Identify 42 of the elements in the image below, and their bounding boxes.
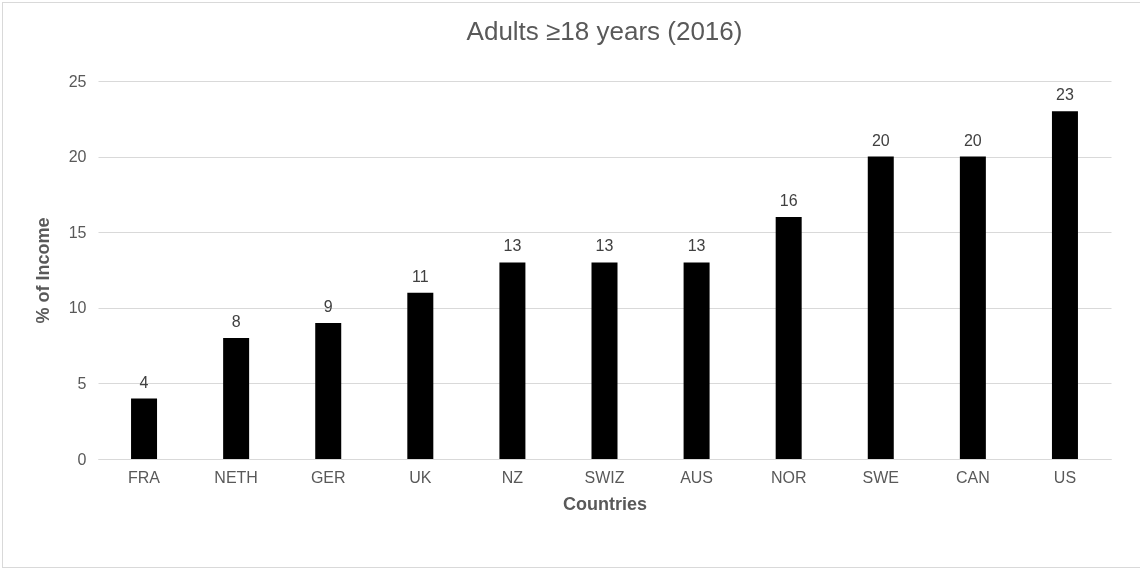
data-label: 4 xyxy=(139,373,149,391)
data-label: 16 xyxy=(779,192,798,210)
y-tick-label: 0 xyxy=(77,450,87,468)
y-tick-label: 15 xyxy=(68,223,87,241)
x-tick-label: NZ xyxy=(501,468,524,486)
data-label: 9 xyxy=(323,297,333,315)
bar xyxy=(591,262,618,459)
data-label: 8 xyxy=(231,313,241,331)
bar xyxy=(223,338,250,459)
bar xyxy=(959,156,986,459)
x-tick-label: SWE xyxy=(862,468,899,486)
bar xyxy=(315,322,342,459)
y-tick-label: 10 xyxy=(68,299,87,317)
data-label: 20 xyxy=(871,131,890,149)
x-axis-title: Countries xyxy=(562,493,648,514)
bar xyxy=(499,262,526,459)
data-label: 23 xyxy=(1056,86,1074,104)
data-label: 13 xyxy=(687,237,706,255)
x-tick-label: NETH xyxy=(214,468,258,486)
bar xyxy=(867,156,894,459)
x-tick-label: UK xyxy=(409,468,432,486)
x-tick-label: SWIZ xyxy=(584,468,625,486)
chart-title: Adults ≥18 years (2016) xyxy=(466,16,743,46)
data-label: 11 xyxy=(412,267,429,285)
data-label: 20 xyxy=(963,131,982,149)
y-tick-label: 25 xyxy=(68,72,87,90)
bar xyxy=(1051,111,1078,459)
x-tick-label: NOR xyxy=(770,468,807,486)
data-label: 13 xyxy=(595,237,614,255)
x-tick-label: US xyxy=(1053,468,1077,486)
x-tick-label: GER xyxy=(310,468,346,486)
bar xyxy=(775,217,802,459)
bar xyxy=(131,398,158,459)
x-tick-label: AUS xyxy=(680,468,714,486)
x-tick-label: CAN xyxy=(955,468,990,486)
y-axis-title: % of Income xyxy=(32,217,53,324)
data-label: 13 xyxy=(503,237,522,255)
y-tick-label: 5 xyxy=(77,374,87,392)
x-tick-label: FRA xyxy=(128,468,161,486)
y-tick-label: 20 xyxy=(68,148,87,166)
bar xyxy=(683,262,710,459)
bar xyxy=(407,292,434,459)
